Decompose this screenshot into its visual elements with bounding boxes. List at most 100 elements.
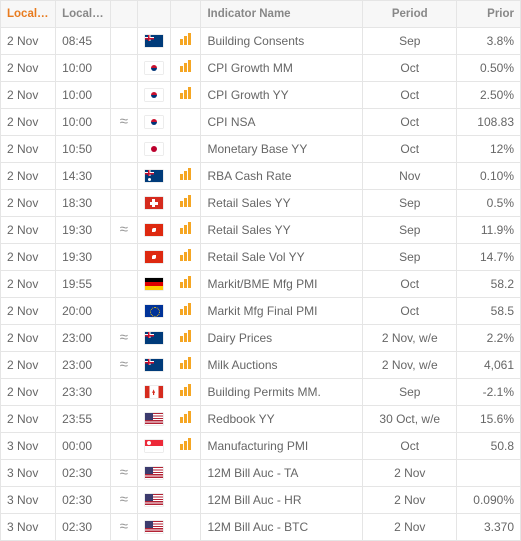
cell-indicator-name: Manufacturing PMI xyxy=(201,432,363,459)
importance-bars-icon xyxy=(180,411,192,426)
col-header-time[interactable]: Local Time xyxy=(56,1,111,28)
cell-country xyxy=(137,54,170,81)
col-header-country[interactable] xyxy=(137,1,170,28)
table-row[interactable]: 2 Nov10:00≈CPI NSAOct108.83 xyxy=(1,108,521,135)
importance-bars-icon xyxy=(180,438,192,453)
table-row[interactable]: 2 Nov10:00CPI Growth MMOct0.50% xyxy=(1,54,521,81)
cell-country xyxy=(137,108,170,135)
cell-country xyxy=(137,216,170,243)
cell-importance xyxy=(170,216,201,243)
header-date-label: Local Date xyxy=(7,8,56,20)
cell-country xyxy=(137,189,170,216)
cell-time: 02:30 xyxy=(56,486,111,513)
table-header-row: Local Date▲ Local Time Indicator Name Pe… xyxy=(1,1,521,28)
cell-importance xyxy=(170,189,201,216)
col-header-prior[interactable]: Prior xyxy=(457,1,521,28)
cell-date: 2 Nov xyxy=(1,297,56,324)
cell-indicator-name: Milk Auctions xyxy=(201,351,363,378)
table-row[interactable]: 3 Nov02:30≈12M Bill Auc - TA2 Nov xyxy=(1,459,521,486)
importance-bars-icon xyxy=(180,384,192,399)
cell-period: Sep xyxy=(363,27,457,54)
cell-time: 00:00 xyxy=(56,432,111,459)
cell-indicator-name: 12M Bill Auc - HR xyxy=(201,486,363,513)
cell-country xyxy=(137,270,170,297)
table-row[interactable]: 2 Nov08:45Building ConsentsSep3.8% xyxy=(1,27,521,54)
cell-importance xyxy=(170,135,201,162)
cell-time: 19:30 xyxy=(56,216,111,243)
table-row[interactable]: 2 Nov20:00Markit Mfg Final PMIOct58.5 xyxy=(1,297,521,324)
cell-date: 3 Nov xyxy=(1,432,56,459)
cell-approx: ≈ xyxy=(111,513,137,540)
cell-period: 2 Nov xyxy=(363,513,457,540)
cell-prior: 50.8 xyxy=(457,432,521,459)
cell-approx xyxy=(111,135,137,162)
header-name-label: Indicator Name xyxy=(207,8,290,20)
flag-us-icon xyxy=(145,467,163,479)
col-header-period[interactable]: Period xyxy=(363,1,457,28)
header-period-label: Period xyxy=(392,8,428,20)
importance-bars-icon xyxy=(180,33,192,48)
col-header-date[interactable]: Local Date▲ xyxy=(1,1,56,28)
table-row[interactable]: 2 Nov14:30RBA Cash RateNov0.10% xyxy=(1,162,521,189)
flag-us-icon xyxy=(145,494,163,506)
cell-approx xyxy=(111,270,137,297)
cell-indicator-name: 12M Bill Auc - TA xyxy=(201,459,363,486)
approx-icon: ≈ xyxy=(120,356,128,373)
cell-importance xyxy=(170,108,201,135)
cell-date: 2 Nov xyxy=(1,216,56,243)
flag-nz-icon xyxy=(145,359,163,371)
cell-prior: 15.6% xyxy=(457,405,521,432)
cell-prior: 2.50% xyxy=(457,81,521,108)
table-row[interactable]: 2 Nov23:55Redbook YY30 Oct, w/e15.6% xyxy=(1,405,521,432)
cell-approx xyxy=(111,189,137,216)
cell-country xyxy=(137,27,170,54)
cell-period: Sep xyxy=(363,189,457,216)
cell-prior: -2.1% xyxy=(457,378,521,405)
cell-country xyxy=(137,459,170,486)
importance-bars-icon xyxy=(180,168,192,183)
table-row[interactable]: 2 Nov18:30Retail Sales YYSep0.5% xyxy=(1,189,521,216)
cell-approx xyxy=(111,54,137,81)
cell-time: 10:00 xyxy=(56,108,111,135)
cell-time: 10:50 xyxy=(56,135,111,162)
approx-icon: ≈ xyxy=(120,491,128,508)
approx-icon: ≈ xyxy=(120,464,128,481)
cell-approx xyxy=(111,378,137,405)
table-row[interactable]: 2 Nov19:30≈Retail Sales YYSep11.9% xyxy=(1,216,521,243)
cell-indicator-name: Markit/BME Mfg PMI xyxy=(201,270,363,297)
table-row[interactable]: 2 Nov23:30Building Permits MM.Sep-2.1% xyxy=(1,378,521,405)
cell-time: 18:30 xyxy=(56,189,111,216)
table-row[interactable]: 2 Nov19:30Retail Sale Vol YYSep14.7% xyxy=(1,243,521,270)
approx-icon: ≈ xyxy=(120,221,128,238)
cell-prior: 12% xyxy=(457,135,521,162)
cell-importance xyxy=(170,378,201,405)
flag-us-icon xyxy=(145,413,163,425)
cell-country xyxy=(137,405,170,432)
table-row[interactable]: 3 Nov02:30≈12M Bill Auc - HR2 Nov0.090% xyxy=(1,486,521,513)
table-row[interactable]: 2 Nov23:00≈Milk Auctions2 Nov, w/e4,061 xyxy=(1,351,521,378)
cell-date: 2 Nov xyxy=(1,243,56,270)
col-header-importance[interactable] xyxy=(170,1,201,28)
cell-importance xyxy=(170,270,201,297)
flag-kr-icon xyxy=(145,62,163,74)
table-row[interactable]: 3 Nov00:00Manufacturing PMIOct50.8 xyxy=(1,432,521,459)
header-time-label: Local Time xyxy=(62,8,111,20)
table-row[interactable]: 2 Nov19:55Markit/BME Mfg PMIOct58.2 xyxy=(1,270,521,297)
table-row[interactable]: 2 Nov23:00≈Dairy Prices2 Nov, w/e2.2% xyxy=(1,324,521,351)
flag-au-icon xyxy=(145,170,163,182)
cell-time: 23:30 xyxy=(56,378,111,405)
col-header-indicator[interactable]: Indicator Name xyxy=(201,1,363,28)
table-row[interactable]: 2 Nov10:00CPI Growth YYOct2.50% xyxy=(1,81,521,108)
cell-time: 08:45 xyxy=(56,27,111,54)
cell-time: 10:00 xyxy=(56,81,111,108)
cell-time: 20:00 xyxy=(56,297,111,324)
table-row[interactable]: 2 Nov10:50Monetary Base YYOct12% xyxy=(1,135,521,162)
cell-indicator-name: Retail Sales YY xyxy=(201,216,363,243)
cell-time: 14:30 xyxy=(56,162,111,189)
cell-indicator-name: CPI Growth YY xyxy=(201,81,363,108)
table-row[interactable]: 3 Nov02:30≈12M Bill Auc - BTC2 Nov3.370 xyxy=(1,513,521,540)
cell-approx xyxy=(111,162,137,189)
col-header-approx[interactable] xyxy=(111,1,137,28)
cell-time: 02:30 xyxy=(56,459,111,486)
importance-bars-icon xyxy=(180,357,192,372)
